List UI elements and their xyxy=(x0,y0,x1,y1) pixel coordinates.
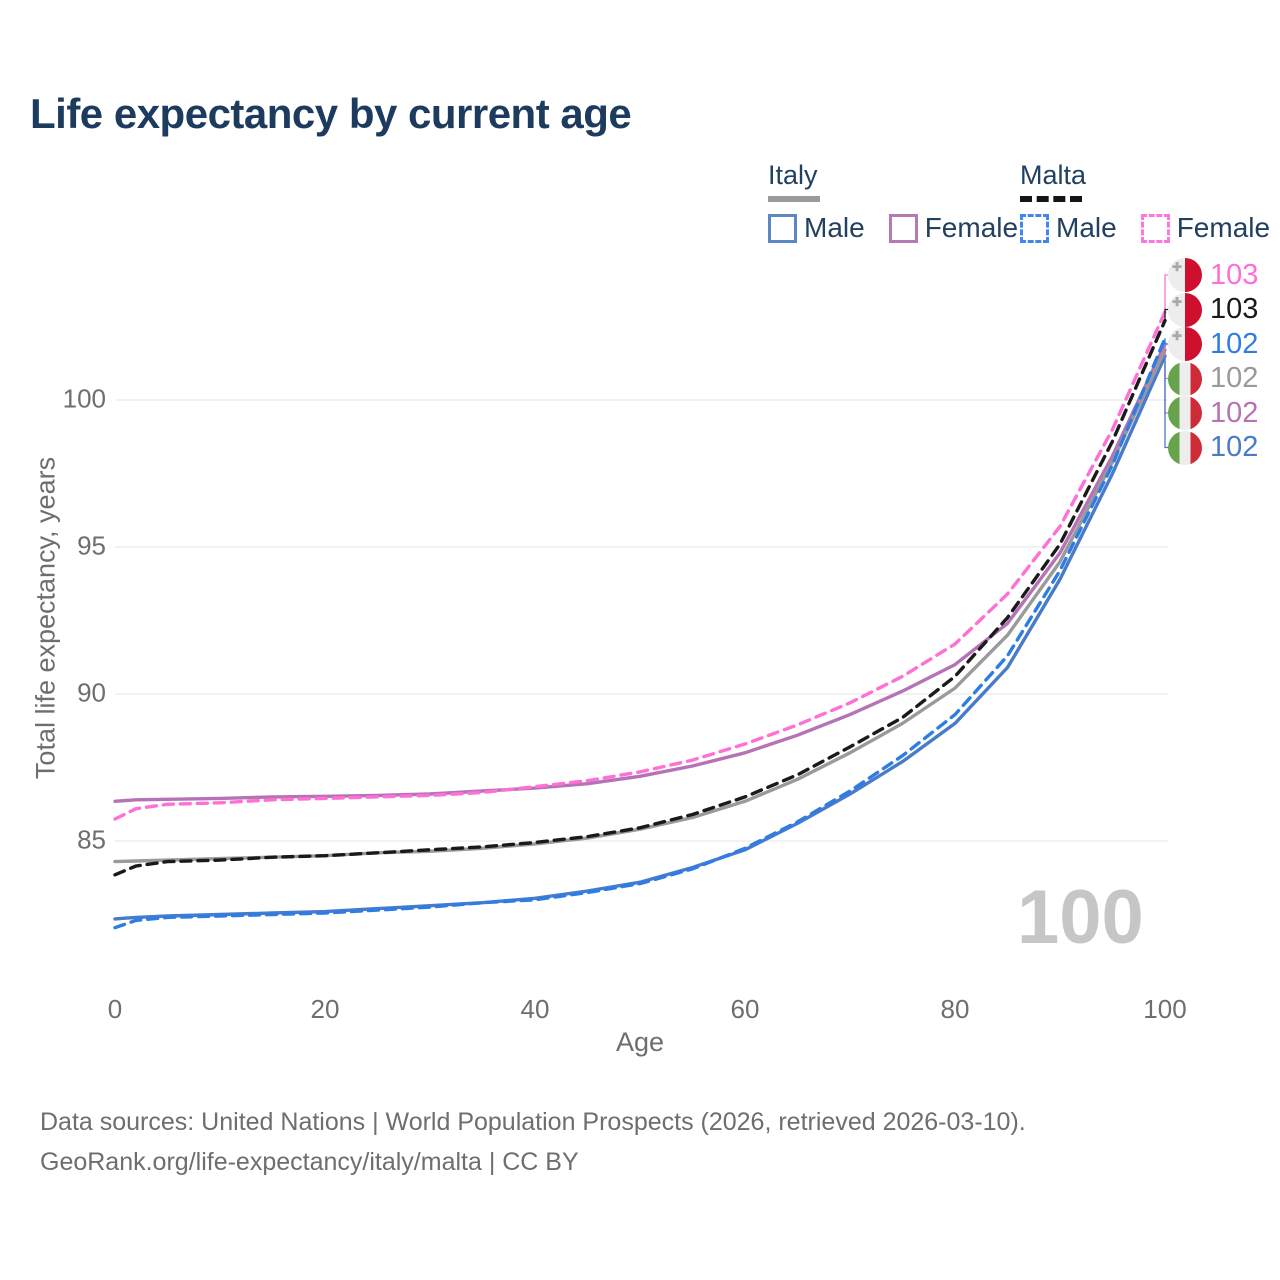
series-line-italy-female[interactable] xyxy=(113,342,1167,803)
x-tick-label: 80 xyxy=(940,994,970,1024)
italy-flag-icon xyxy=(1168,361,1202,396)
checkbox-italy-female[interactable] xyxy=(888,213,918,243)
malta-flag-icon: ✚ xyxy=(1168,327,1202,361)
watermark-age-100: 100 xyxy=(1017,875,1144,960)
y-tick-label: 95 xyxy=(77,530,106,561)
series-line-malta-male[interactable] xyxy=(113,336,1167,930)
x-tick-label: 100 xyxy=(1143,994,1187,1024)
y-tick-label: 85 xyxy=(77,824,106,855)
checkbox-italy-male[interactable] xyxy=(768,213,797,243)
series-line-malta-female[interactable] xyxy=(113,310,1167,821)
legend-label-italy-female: Female xyxy=(924,212,1019,243)
malta-flag-icon: ✚ xyxy=(1168,292,1202,327)
maltese-cross-icon: ✚ xyxy=(1172,260,1183,274)
malta-flag-icon: ✚ xyxy=(1168,258,1202,292)
y-tick-label: 90 xyxy=(77,677,106,708)
end-label-row: ✚ 102 xyxy=(1168,327,1258,361)
legend-group-malta: Malta Male Female xyxy=(1020,160,1280,244)
end-label-value: 102 xyxy=(1210,431,1259,463)
checkbox-malta-male[interactable] xyxy=(1020,213,1049,243)
end-label-value: 103 xyxy=(1210,258,1259,291)
legend-label-italy-male: Male xyxy=(804,212,865,243)
series-line-malta-both-sexes[interactable] xyxy=(113,318,1167,877)
legend-underline-italy xyxy=(768,196,820,202)
y-tick-label: 100 xyxy=(62,383,106,414)
end-label-value: 102 xyxy=(1210,362,1259,394)
maltese-cross-icon: ✚ xyxy=(1172,294,1183,309)
legend-title-malta[interactable]: Malta xyxy=(1020,160,1087,190)
footer-attribution: GeoRank.org/life-expectancy/italy/malta … xyxy=(40,1148,579,1176)
end-label-value: 102 xyxy=(1210,396,1259,429)
italy-flag-icon xyxy=(1168,396,1202,430)
end-label-row: 102 xyxy=(1168,430,1259,465)
end-label-row: 102 xyxy=(1168,361,1259,396)
footer-data-sources: Data sources: United Nations | World Pop… xyxy=(40,1108,1026,1136)
x-axis-title: Age xyxy=(615,1027,665,1057)
checkbox-malta-female[interactable] xyxy=(1140,213,1170,243)
y-axis-title: Total life expectancy, years xyxy=(30,456,61,780)
maltese-cross-icon: ✚ xyxy=(1172,329,1183,343)
end-label-value: 103 xyxy=(1210,293,1259,325)
x-tick-label: 60 xyxy=(730,994,760,1024)
x-tick-label: 0 xyxy=(107,994,123,1024)
series-line-italy-both-sexes[interactable] xyxy=(113,348,1167,864)
legend-title-italy[interactable]: Italy xyxy=(768,160,818,190)
legend-underline-malta xyxy=(1020,196,1082,202)
legend-label-malta-male: Male xyxy=(1056,212,1117,243)
italy-flag-icon xyxy=(1168,430,1202,465)
end-label-row: 102 xyxy=(1168,396,1258,430)
end-label-value: 102 xyxy=(1210,327,1259,360)
legend-label-malta-female: Female xyxy=(1176,212,1271,243)
end-label-row: ✚ 103 xyxy=(1168,258,1258,292)
legend-group-italy: Italy Male Female xyxy=(768,160,1042,244)
x-tick-label: 40 xyxy=(520,994,550,1024)
page-title: Life expectancy by current age xyxy=(30,90,632,137)
x-tick-label: 20 xyxy=(310,994,340,1024)
end-label-row: ✚ 103 xyxy=(1168,292,1259,327)
